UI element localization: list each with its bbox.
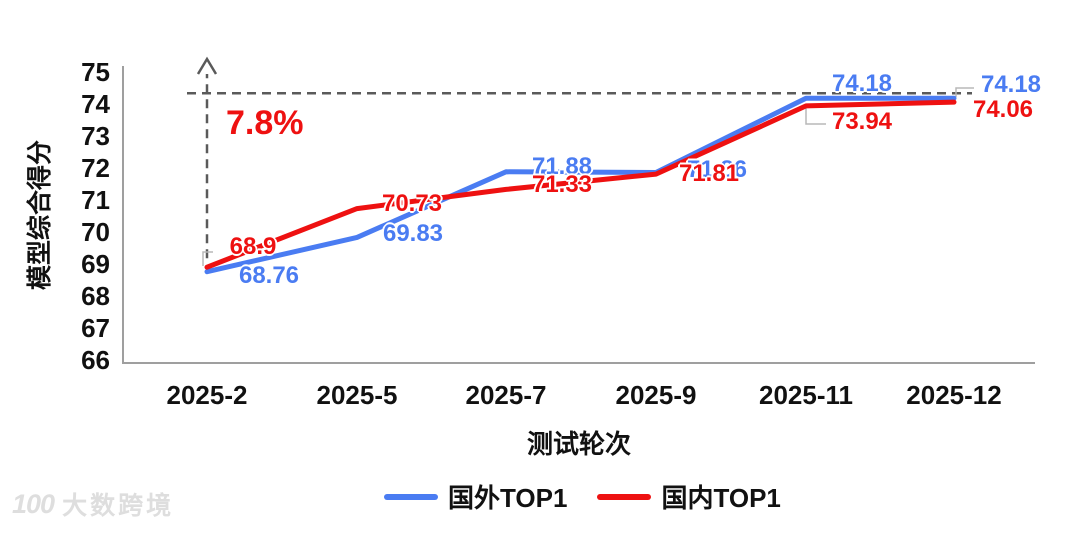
legend: 国外TOP1 国内TOP1 [384, 478, 797, 515]
legend-label-foreign-top1: 国外TOP1 [448, 483, 568, 513]
label-leader-line [955, 87, 974, 97]
legend-item-foreign-top1: 国外TOP1 [384, 478, 567, 515]
series-line-foreign [204, 95, 957, 275]
x-axis-title: 测试轮次 [526, 429, 632, 459]
watermark-text: 大数跨境 [62, 492, 175, 520]
legend-swatch-blue [384, 493, 438, 500]
y-axis-title: 模型综合得分 [26, 139, 54, 291]
label-leader-line [202, 251, 213, 266]
watermark: 100 大数跨境 [12, 486, 174, 522]
legend-item-domestic-top1: 国内TOP1 [597, 478, 781, 515]
growth-annotation: 7.8% [226, 104, 304, 142]
axis-lines [122, 66, 1035, 364]
legend-label-domestic-top1: 国内TOP1 [661, 483, 781, 513]
label-leader-line [805, 107, 826, 125]
legend-swatch-red [597, 493, 652, 500]
watermark-logo-icon: 100 [12, 488, 55, 519]
series-line-domestic [204, 99, 957, 270]
arrow-up-icon [196, 56, 218, 75]
